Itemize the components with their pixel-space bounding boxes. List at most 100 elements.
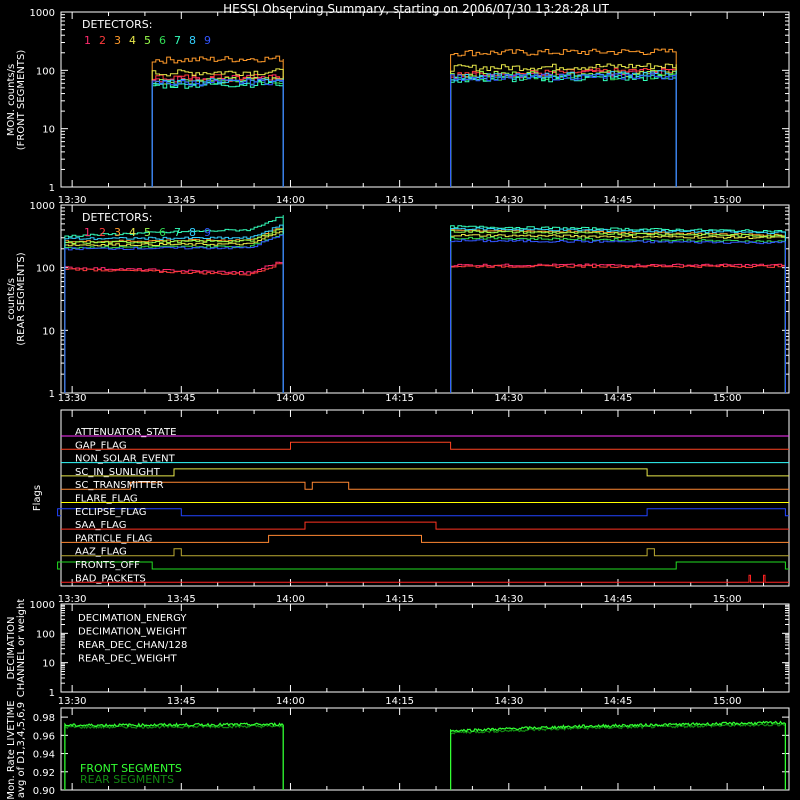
panel-frame-front [60,11,790,188]
x-tick-label: 13:30 [58,195,87,206]
front-legend-detector-9: 9 [204,34,211,47]
front-legend-detector-3: 3 [114,34,121,47]
decimation-y-tick-label: 100 [36,629,55,640]
front-y-tick-label: 100 [36,66,55,77]
flag-label: SC_IN_SUNLIGHT [75,467,161,478]
x-tick-label: 13:30 [58,594,87,605]
x-tick-label: 15:00 [713,393,742,404]
decimation-y-label: CHANNEL or weight [16,599,27,698]
rear-y-tick-label: 100 [36,264,55,275]
x-tick-label: 14:00 [276,195,305,206]
flag-label: FRONTS_OFF [75,560,140,571]
rear-series-line-2 [64,263,786,393]
flag-line-gap_flag [61,441,789,450]
decimation-legend-item: DECIMATION_WEIGHT [78,627,187,638]
x-tick-label: 14:15 [385,195,414,206]
x-tick-label: 13:30 [58,393,87,404]
flag-label: FLARE_FLAG [75,494,138,505]
front-legend-detector-5: 5 [144,34,151,47]
front-series-line-3 [151,48,677,187]
x-tick-label: 14:00 [276,696,305,707]
flag-label: PARTICLE_FLAG [75,533,152,544]
decimation-y-tick-label: 10 [42,659,55,670]
flag-label: GAP_FLAG [75,440,127,451]
x-tick-label: 13:30 [58,696,87,707]
x-tick-label: 14:15 [385,594,414,605]
flag-line-eclipse_flag [57,508,789,517]
front-series-line-9 [151,73,677,187]
livetime-y-tick-label: 0.90 [33,786,55,797]
livetime-series-line [64,722,786,790]
x-tick-label: 13:45 [167,195,196,206]
front-y-tick-label: 1 [49,183,55,194]
decimation-legend-item: DECIMATION_ENERGY [78,613,187,624]
flag-label: ATTENUATOR_STATE [75,427,176,438]
flag-label: SAA_FLAG [75,520,126,531]
x-tick-label: 14:15 [385,393,414,404]
x-tick-label: 13:45 [167,594,196,605]
rear-legend-detector-7: 7 [174,226,181,239]
x-tick-label: 14:45 [604,393,633,404]
x-tick-label: 14:45 [604,195,633,206]
x-tick-label: 14:45 [604,696,633,707]
flags-y-label: Flags [32,485,43,511]
chart-title: HESSI Observing Summary, starting on 200… [223,2,609,16]
rear-legend-detector-1: 1 [84,226,91,239]
flag-line-particle_flag [61,534,789,543]
front-y-tick-label: 10 [42,125,55,136]
rear-series-line-4 [64,231,786,393]
rear-legend-detector-6: 6 [159,226,166,239]
front-y-label: MON. counts/s [6,64,17,136]
rear-legend-detector-9: 9 [204,226,211,239]
flag-line-aaz_flag [61,548,789,557]
flag-label: BAD_PACKETS [75,573,146,584]
rear-series-line-9 [64,234,786,393]
livetime-y-label: avg of D1,3,4,5,6,9 [16,702,27,798]
front-legend-detector-4: 4 [129,34,136,47]
x-tick-label: 13:45 [167,696,196,707]
rear-legend-detector-2: 2 [99,226,106,239]
rear-series-line-5 [64,228,786,393]
flag-line-fronts_off [57,561,789,570]
decimation-y-tick-label: 1000 [30,600,55,611]
front-legend-detector-2: 2 [99,34,106,47]
livetime-series-line [64,720,786,790]
flag-line-saa_flag [61,521,789,530]
x-tick-label: 14:45 [604,594,633,605]
livetime-legend-item: FRONT SEGMENTS [80,762,182,775]
rear-y-tick-label: 10 [42,326,55,337]
x-tick-label: 15:00 [713,696,742,707]
livetime-y-label: Mon. Rate LIVETIME [6,700,17,799]
rear-legend-detector-3: 3 [114,226,121,239]
livetime-y-tick-label: 0.98 [33,713,55,724]
front-series-line-4 [151,63,677,187]
flag-label: NON_SOLAR_EVENT [75,454,176,465]
livetime-y-tick-label: 0.96 [33,731,55,742]
rear-legend-detector-4: 4 [129,226,136,239]
flag-label: AAZ_FLAG [75,547,127,558]
rear-y-label: (REAR SEGMENTS) [16,252,27,345]
livetime-y-tick-label: 0.92 [33,768,55,779]
rear-series-line-7 [64,215,786,393]
decimation-legend-item: REAR_DEC_CHAN/128 [78,640,187,651]
rear-y-tick-label: 1000 [30,201,55,212]
livetime-legend-item: REAR SEGMENTS [80,773,174,786]
x-tick-label: 13:45 [167,393,196,404]
x-tick-label: 14:30 [494,696,523,707]
rear-legend-detector-8: 8 [189,226,196,239]
rear-legend-title: DETECTORS: [82,211,152,224]
flag-label: SC_TRANSMITTER [75,480,164,491]
x-tick-label: 14:00 [276,594,305,605]
decimation-y-tick-label: 1 [49,688,55,699]
decimation-y-label: DECIMATION [6,616,17,679]
flag-line-sc_transmitter [61,481,789,490]
rear-y-label: counts/s [6,278,17,320]
front-legend-detector-7: 7 [174,34,181,47]
front-legend-title: DETECTORS: [82,18,152,31]
livetime-y-tick-label: 0.94 [33,750,55,761]
x-tick-label: 15:00 [713,594,742,605]
flag-line-bad_packets [61,574,789,583]
front-y-label: (FRONT SEGMENTS) [16,50,27,151]
